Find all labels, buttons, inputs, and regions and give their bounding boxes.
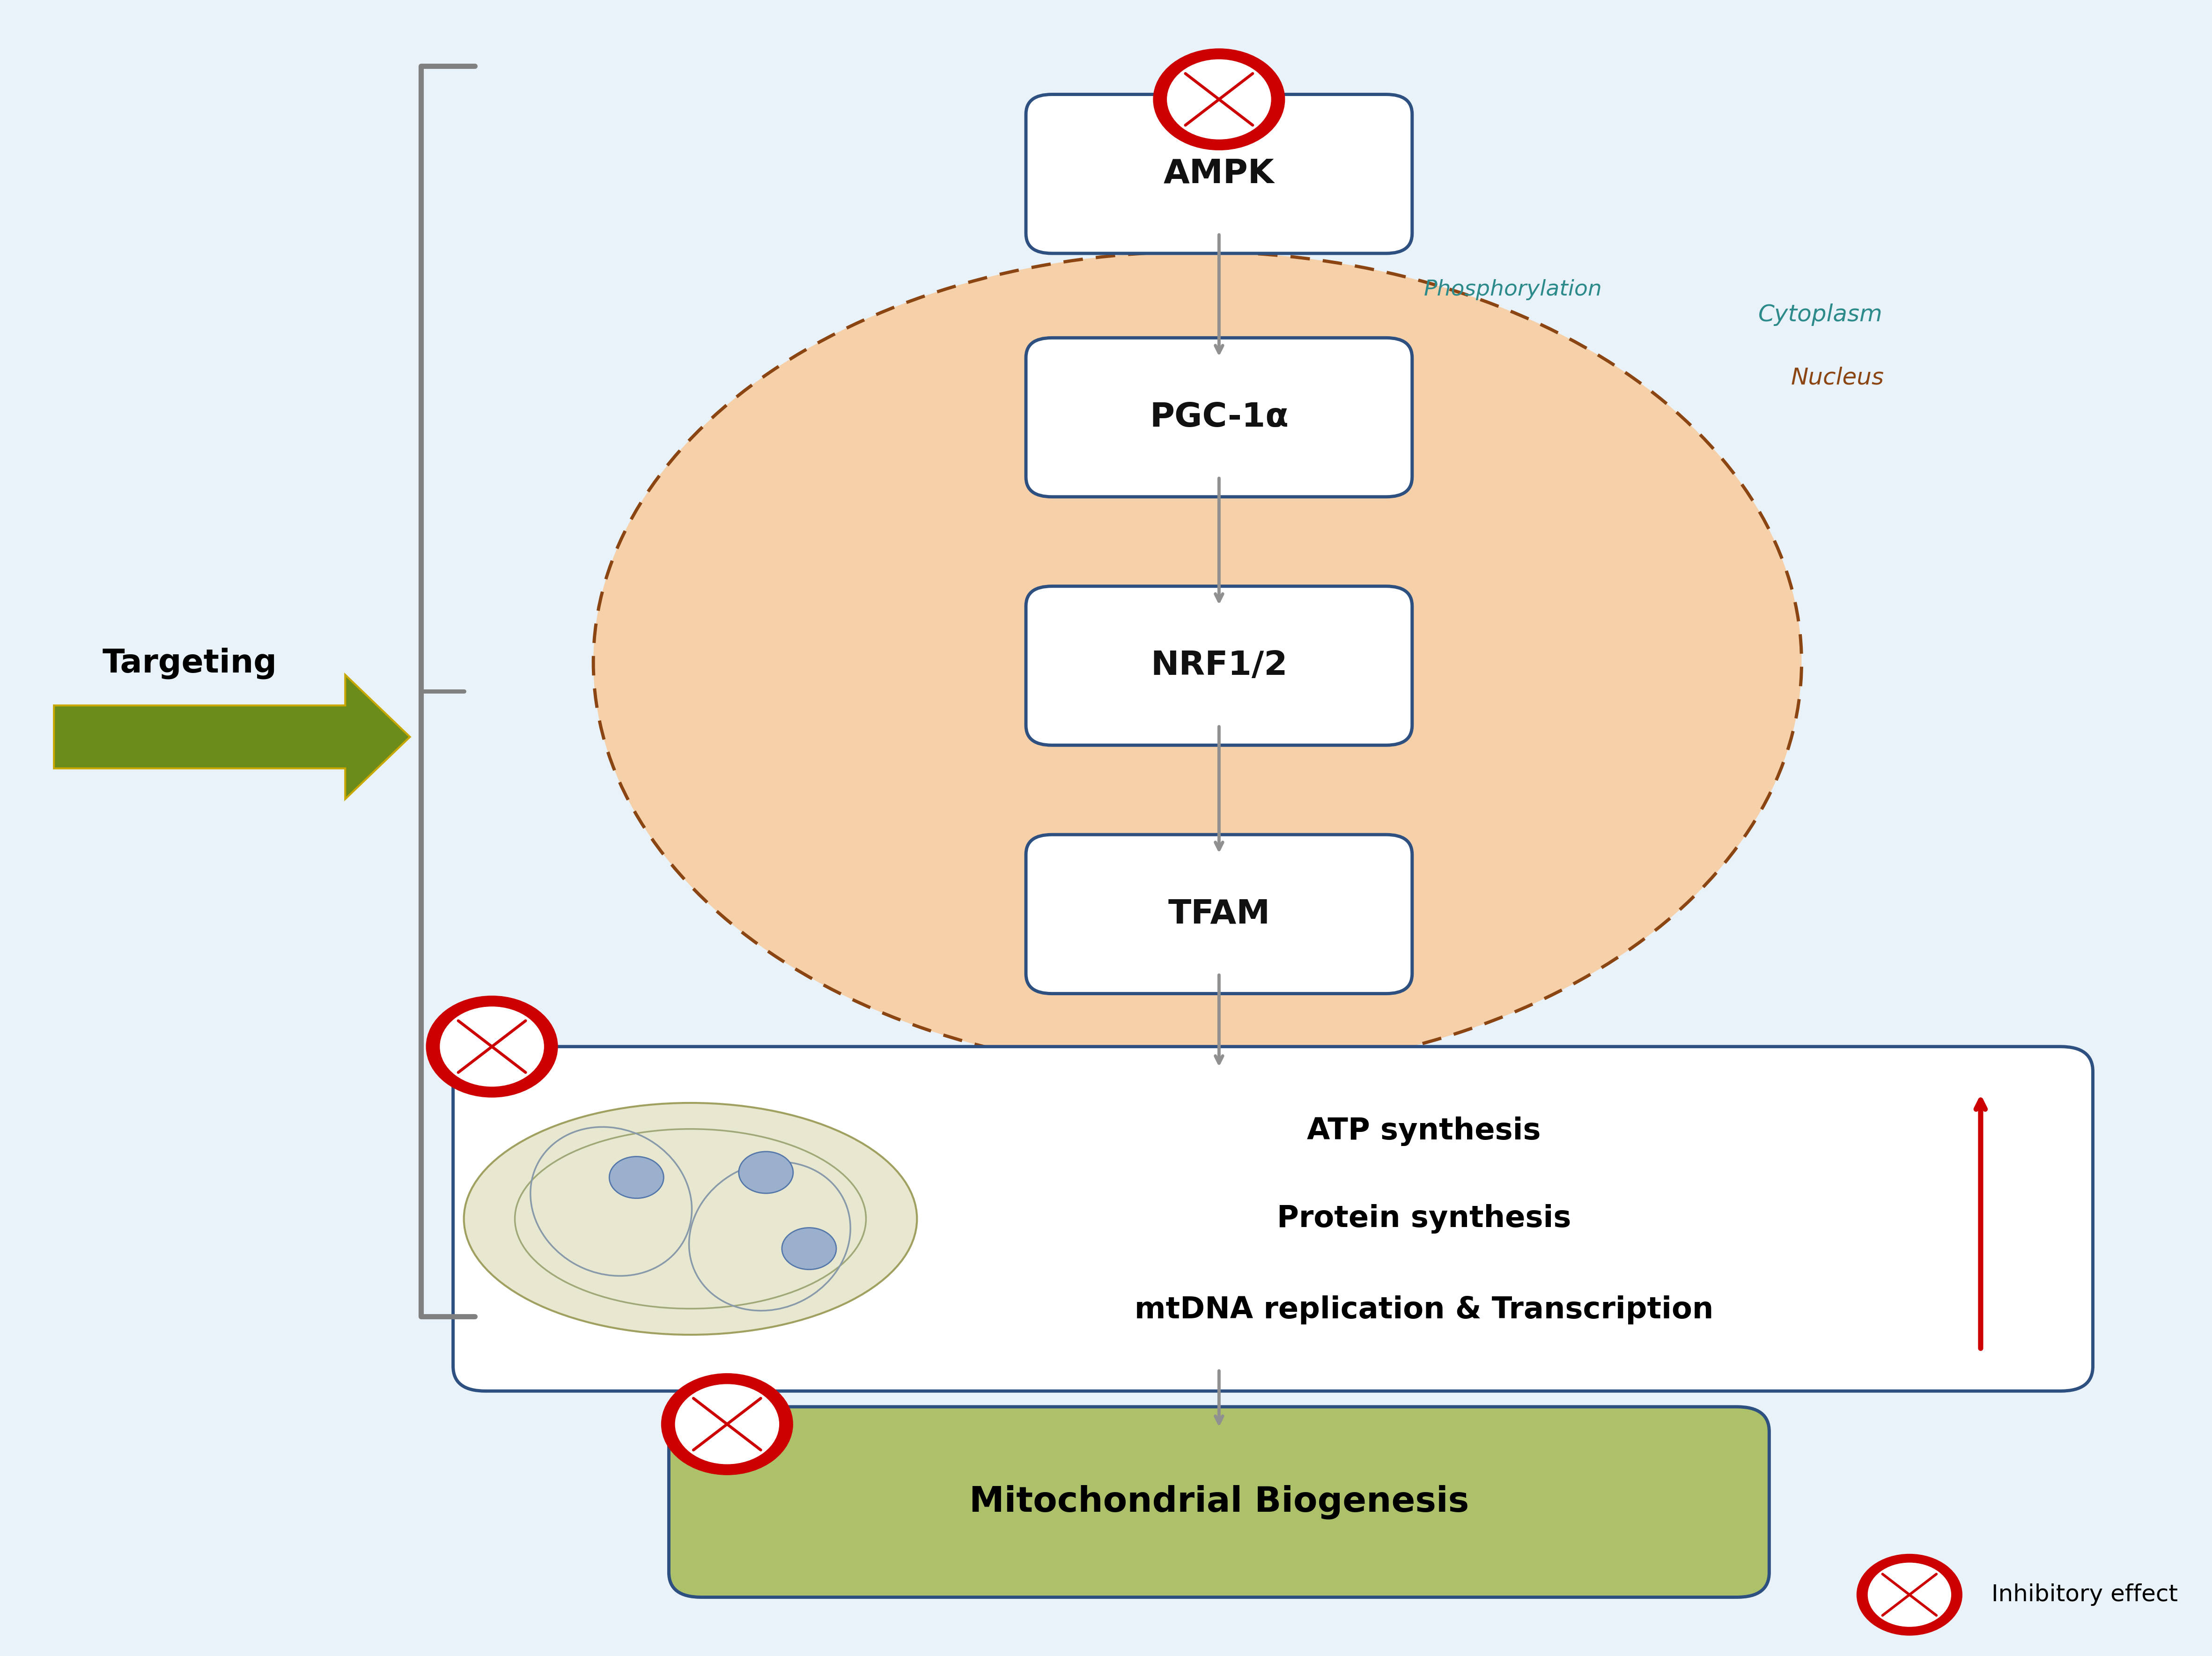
- Ellipse shape: [465, 1103, 918, 1335]
- Circle shape: [661, 1374, 792, 1474]
- Text: TFAM: TFAM: [1168, 898, 1270, 931]
- Text: Inhibitory effect: Inhibitory effect: [1991, 1583, 2179, 1606]
- Circle shape: [739, 1151, 794, 1194]
- Circle shape: [427, 997, 557, 1096]
- Text: Cytoplasm: Cytoplasm: [1759, 303, 1882, 326]
- Circle shape: [608, 1156, 664, 1199]
- FancyBboxPatch shape: [1026, 94, 1411, 253]
- FancyBboxPatch shape: [1026, 338, 1411, 497]
- Circle shape: [440, 1007, 544, 1086]
- Text: PGC-1α: PGC-1α: [1150, 401, 1290, 434]
- Text: AMPK: AMPK: [1164, 157, 1274, 190]
- FancyBboxPatch shape: [1026, 835, 1411, 994]
- Circle shape: [781, 1227, 836, 1270]
- Text: Protein synthesis: Protein synthesis: [1276, 1204, 1571, 1234]
- Text: Mitochondrial Biogenesis: Mitochondrial Biogenesis: [969, 1485, 1469, 1519]
- Text: NRF1/2: NRF1/2: [1150, 649, 1287, 682]
- Text: Nucleus: Nucleus: [1792, 366, 1885, 389]
- Text: Phosphorylation: Phosphorylation: [1425, 280, 1601, 300]
- FancyArrow shape: [53, 676, 409, 798]
- Circle shape: [1858, 1555, 1962, 1634]
- FancyBboxPatch shape: [453, 1047, 2093, 1391]
- Circle shape: [1155, 50, 1283, 149]
- Circle shape: [675, 1384, 779, 1464]
- Text: ATP synthesis: ATP synthesis: [1307, 1116, 1542, 1146]
- FancyBboxPatch shape: [668, 1406, 1770, 1596]
- Circle shape: [1867, 1563, 1951, 1626]
- Circle shape: [1168, 60, 1272, 139]
- Ellipse shape: [593, 252, 1801, 1073]
- Text: Targeting: Targeting: [102, 647, 276, 679]
- Text: mtDNA replication & Transcription: mtDNA replication & Transcription: [1135, 1295, 1714, 1325]
- FancyBboxPatch shape: [1026, 586, 1411, 745]
